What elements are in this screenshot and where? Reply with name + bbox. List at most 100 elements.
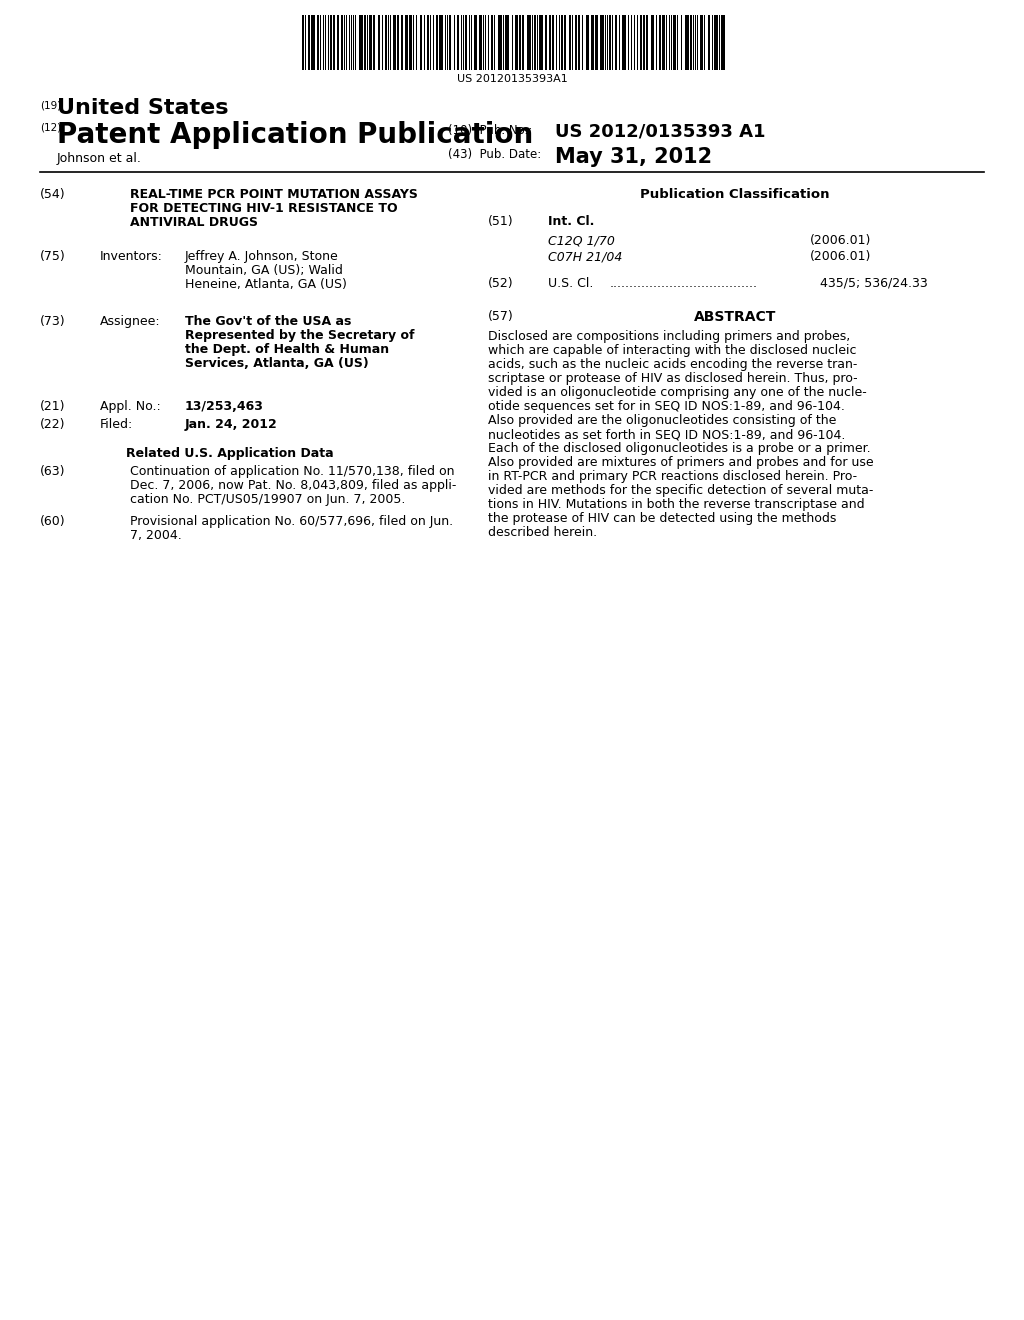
Bar (569, 15, 571, 70)
Bar (409, 15, 412, 70)
Text: REAL-TIME PCR POINT MUTATION ASSAYS: REAL-TIME PCR POINT MUTATION ASSAYS (130, 187, 418, 201)
Bar (378, 15, 380, 70)
Text: ANTIVIRAL DRUGS: ANTIVIRAL DRUGS (130, 216, 258, 228)
Bar (600, 15, 604, 70)
Text: United States: United States (57, 98, 228, 117)
Bar (708, 15, 710, 70)
Bar (359, 15, 362, 70)
Text: (63): (63) (40, 465, 66, 478)
Text: Disclosed are compositions including primers and probes,: Disclosed are compositions including pri… (488, 330, 850, 343)
Bar (519, 15, 521, 70)
Bar (561, 15, 563, 70)
Text: May 31, 2012: May 31, 2012 (555, 147, 712, 168)
Bar (640, 15, 642, 70)
Bar (420, 15, 422, 70)
Bar (337, 15, 339, 70)
Bar (393, 15, 396, 70)
Bar (527, 15, 531, 70)
Text: 7, 2004.: 7, 2004. (130, 529, 181, 543)
Bar (302, 15, 304, 70)
Text: (73): (73) (40, 315, 66, 327)
Text: Filed:: Filed: (100, 418, 133, 432)
Text: (51): (51) (488, 215, 514, 228)
Text: Continuation of application No. 11/570,138, filed on: Continuation of application No. 11/570,1… (130, 465, 455, 478)
Text: (10)  Pub. No.:: (10) Pub. No.: (449, 124, 532, 137)
Text: Int. Cl.: Int. Cl. (548, 215, 594, 228)
Text: 435/5; 536/24.33: 435/5; 536/24.33 (820, 277, 928, 290)
Bar (479, 15, 482, 70)
Bar (427, 15, 429, 70)
Bar (369, 15, 372, 70)
Bar (646, 15, 648, 70)
Text: the protease of HIV can be detected using the methods: the protease of HIV can be detected usin… (488, 512, 837, 525)
Bar (522, 15, 524, 70)
Text: Patent Application Publication: Patent Application Publication (57, 121, 534, 149)
Text: ABSTRACT: ABSTRACT (694, 310, 776, 323)
Text: C12Q 1/70: C12Q 1/70 (548, 234, 614, 247)
Bar (474, 15, 477, 70)
Text: Jan. 24, 2012: Jan. 24, 2012 (185, 418, 278, 432)
Text: tions in HIV. Mutations in both the reverse transcriptase and: tions in HIV. Mutations in both the reve… (488, 498, 864, 511)
Text: US 2012/0135393 A1: US 2012/0135393 A1 (555, 123, 766, 141)
Text: scriptase or protease of HIV as disclosed herein. Thus, pro-: scriptase or protease of HIV as disclose… (488, 372, 858, 385)
Text: FOR DETECTING HIV-1 RESISTANCE TO: FOR DETECTING HIV-1 RESISTANCE TO (130, 202, 397, 215)
Bar (591, 15, 594, 70)
Bar (515, 15, 518, 70)
Bar (552, 15, 554, 70)
Bar (539, 15, 543, 70)
Bar (498, 15, 502, 70)
Bar (609, 15, 611, 70)
Text: (57): (57) (488, 310, 514, 323)
Bar (373, 15, 375, 70)
Bar (685, 15, 689, 70)
Bar (333, 15, 335, 70)
Text: (2006.01): (2006.01) (810, 234, 871, 247)
Bar (317, 15, 319, 70)
Text: (19): (19) (40, 100, 61, 110)
Bar (564, 15, 566, 70)
Bar (406, 15, 408, 70)
Text: Represented by the Secretary of: Represented by the Secretary of (185, 329, 415, 342)
Bar (595, 15, 598, 70)
Text: (12): (12) (40, 121, 61, 132)
Bar (449, 15, 451, 70)
Bar (643, 15, 645, 70)
Bar (721, 15, 725, 70)
Text: (2006.01): (2006.01) (810, 249, 871, 263)
Text: C07H 21/04: C07H 21/04 (548, 249, 623, 263)
Bar (311, 15, 315, 70)
Text: Inventors:: Inventors: (100, 249, 163, 263)
Bar (662, 15, 665, 70)
Bar (700, 15, 703, 70)
Text: Dec. 7, 2006, now Pat. No. 8,043,809, filed as appli-: Dec. 7, 2006, now Pat. No. 8,043,809, fi… (130, 479, 457, 492)
Bar (545, 15, 547, 70)
Bar (659, 15, 662, 70)
Bar (439, 15, 443, 70)
Text: vided are methods for the specific detection of several muta-: vided are methods for the specific detec… (488, 484, 873, 498)
Bar (401, 15, 403, 70)
Text: in RT-PCR and primary PCR reactions disclosed herein. Pro-: in RT-PCR and primary PCR reactions disc… (488, 470, 857, 483)
Bar (457, 15, 459, 70)
Text: the Dept. of Health & Human: the Dept. of Health & Human (185, 343, 389, 356)
Text: Jeffrey A. Johnson, Stone: Jeffrey A. Johnson, Stone (185, 249, 339, 263)
Text: The Gov't of the USA as: The Gov't of the USA as (185, 315, 351, 327)
Text: Assignee:: Assignee: (100, 315, 161, 327)
Bar (465, 15, 467, 70)
Text: vided is an oligonucleotide comprising any one of the nucle-: vided is an oligonucleotide comprising a… (488, 385, 866, 399)
Bar (651, 15, 654, 70)
Text: Each of the disclosed oligonucleotides is a probe or a primer.: Each of the disclosed oligonucleotides i… (488, 442, 870, 455)
Text: Appl. No.:: Appl. No.: (100, 400, 161, 413)
Bar (505, 15, 509, 70)
Bar (673, 15, 676, 70)
Text: (43)  Pub. Date:: (43) Pub. Date: (449, 148, 542, 161)
Text: (22): (22) (40, 418, 66, 432)
Text: Also provided are the oligonucleotides consisting of the: Also provided are the oligonucleotides c… (488, 414, 837, 426)
Bar (341, 15, 343, 70)
Text: (52): (52) (488, 277, 514, 290)
Bar (549, 15, 551, 70)
Text: Related U.S. Application Data: Related U.S. Application Data (126, 447, 334, 459)
Text: which are capable of interacting with the disclosed nucleic: which are capable of interacting with th… (488, 345, 856, 356)
Bar (714, 15, 718, 70)
Bar (690, 15, 692, 70)
Text: Services, Atlanta, GA (US): Services, Atlanta, GA (US) (185, 356, 369, 370)
